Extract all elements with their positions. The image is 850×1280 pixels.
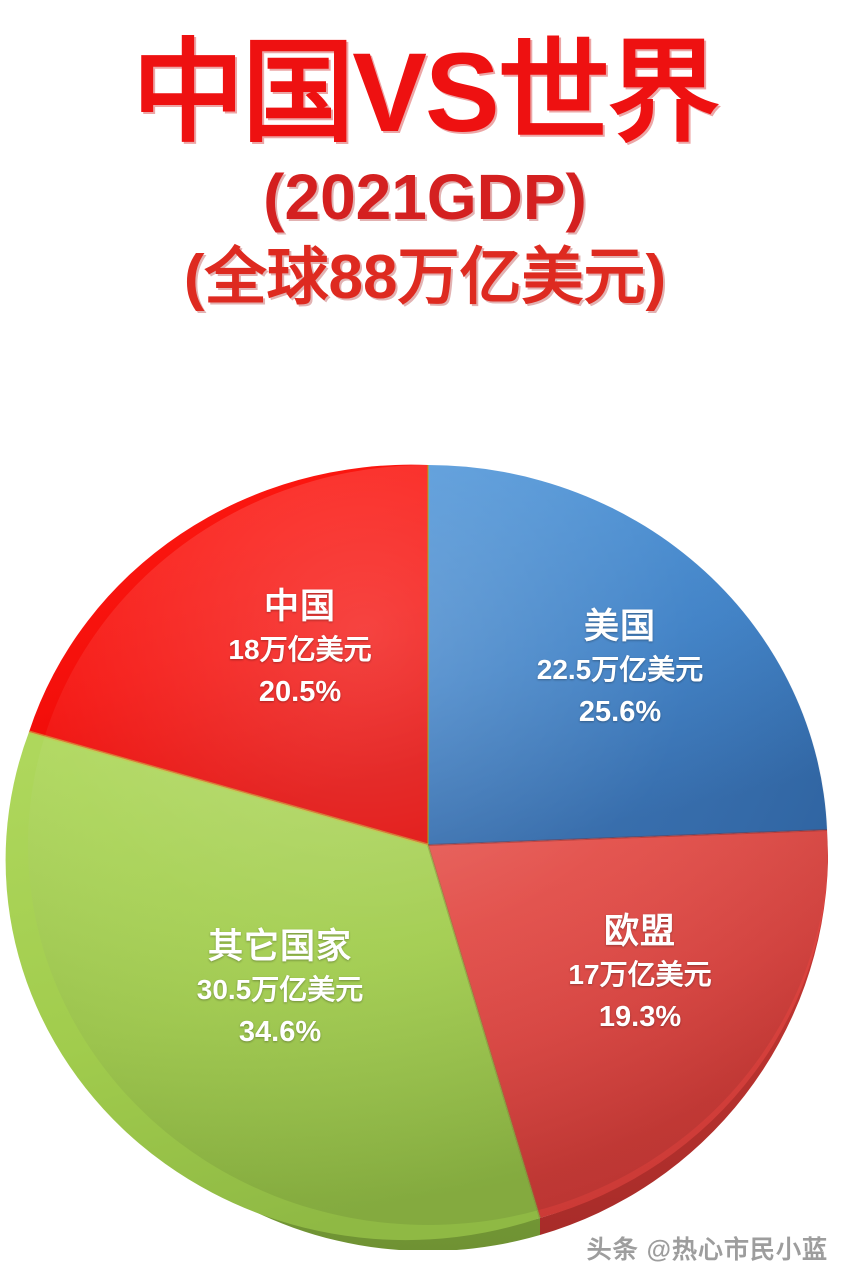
subtitle-year: (2021GDP) [263, 160, 587, 233]
pie-seam-bottom [427, 844, 541, 1219]
pie-chart-svg [5, 464, 828, 1250]
header: 中国VS世界 (2021GDP) (全球88万亿美元) [0, 0, 850, 312]
pie-seam-right [427, 829, 828, 846]
subtitle-total: (全球88万亿美元) [183, 242, 667, 312]
pie-depth-eu [540, 845, 828, 1235]
page-title: 中国VS世界 [132, 30, 719, 155]
pie-chart: 美国 22.5万亿美元 25.6% 欧盟 17万亿美元 19.3% 其它国家 3… [0, 420, 850, 1250]
footer-watermark: 头条 @热心市民小蓝 [586, 1236, 828, 1264]
pie-seam-left [28, 730, 429, 847]
